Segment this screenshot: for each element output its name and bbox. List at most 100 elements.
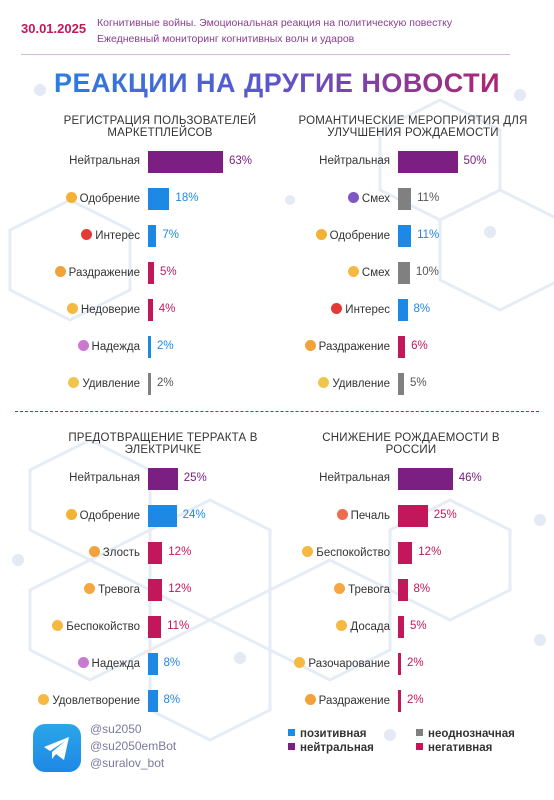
link-su2050embot[interactable]: @su2050emBot bbox=[90, 739, 177, 753]
main-title: РЕАКЦИИ НА ДРУГИЕ НОВОСТИ bbox=[0, 68, 554, 99]
bar-label: Разочарование bbox=[0, 657, 390, 670]
bar-value-label: 63% bbox=[229, 155, 253, 167]
bar-value-label: 2% bbox=[407, 657, 424, 669]
bar bbox=[148, 336, 151, 358]
category-text: Раздражение bbox=[318, 695, 390, 707]
category-text: Удивление bbox=[82, 378, 140, 390]
astonished-face-icon bbox=[318, 377, 330, 388]
bar bbox=[398, 262, 410, 284]
bar-value-label: 12% bbox=[168, 583, 192, 595]
bar bbox=[148, 468, 178, 490]
header-divider bbox=[21, 54, 510, 55]
anxious-face-icon bbox=[334, 583, 346, 594]
header: 30.01.2025 Когнитивные войны. Эмоциональ… bbox=[0, 0, 554, 56]
bar-value-label: 25% bbox=[183, 472, 207, 484]
category-text: Интерес bbox=[95, 230, 140, 242]
bar-label: Интерес bbox=[0, 303, 390, 316]
bar-value-label: 18% bbox=[175, 192, 199, 204]
bar bbox=[398, 299, 408, 321]
legend-swatch bbox=[416, 729, 423, 736]
bar-label: Смех bbox=[0, 266, 390, 279]
angry-face-icon bbox=[88, 546, 100, 557]
bar bbox=[148, 616, 162, 638]
laughing-face-icon bbox=[347, 266, 359, 277]
angry-face-icon bbox=[54, 266, 66, 277]
praying-hands-icon bbox=[77, 340, 89, 351]
bar-value-label: 10% bbox=[415, 266, 439, 278]
bar bbox=[148, 505, 177, 527]
bar-value-label: 11% bbox=[167, 620, 190, 632]
bar bbox=[148, 188, 170, 210]
worried-face-icon bbox=[66, 303, 78, 314]
category-text: Смех bbox=[361, 193, 390, 205]
bar bbox=[148, 151, 223, 173]
bar-label: Удивление bbox=[0, 377, 390, 390]
category-text: Нейтральная bbox=[69, 472, 140, 484]
exclamation-question-icon bbox=[331, 303, 343, 314]
category-text: Смех bbox=[361, 267, 390, 279]
panel-title-2: РОМАНТИЧЕСКИЕ МЕРОПРИЯТИЯ ДЛЯ УЛУЧШЕНИЯ … bbox=[298, 115, 528, 139]
bar-label: Нейтральная bbox=[0, 472, 140, 484]
sad-face-icon bbox=[336, 509, 348, 520]
bar-value-label: 25% bbox=[433, 509, 457, 521]
bar-value-label: 5% bbox=[409, 377, 427, 389]
anxious-face-icon bbox=[84, 583, 96, 594]
bar-value-label: 8% bbox=[163, 694, 181, 706]
bar-label: Нейтральная bbox=[0, 155, 390, 167]
link-su2050[interactable]: @su2050 bbox=[90, 722, 142, 736]
smiling-face-icon bbox=[38, 694, 50, 705]
bar-value-label: 8% bbox=[413, 583, 431, 595]
bar bbox=[148, 373, 151, 395]
bar bbox=[398, 690, 401, 712]
bar-label: Беспокойство bbox=[0, 546, 390, 559]
bar bbox=[148, 690, 158, 712]
category-text: Злость bbox=[102, 547, 140, 559]
bar-value-label: 6% bbox=[411, 340, 428, 352]
disappointed-face-icon bbox=[336, 620, 348, 631]
bar bbox=[148, 579, 163, 601]
bar-label: Одобрение bbox=[0, 192, 140, 205]
legend-neutral: нейтральная bbox=[288, 742, 374, 754]
bar bbox=[148, 262, 154, 284]
category-text: Нейтральная bbox=[319, 472, 390, 484]
category-text: Надежда bbox=[91, 658, 140, 670]
category-text: Удивление bbox=[332, 378, 390, 390]
bar-label: Нейтральная bbox=[0, 155, 140, 167]
category-text: Нейтральная bbox=[319, 155, 390, 167]
astonished-face-icon bbox=[68, 377, 80, 388]
legend-swatch bbox=[288, 743, 295, 750]
bar-value-label: 8% bbox=[413, 303, 431, 315]
bar bbox=[398, 505, 428, 527]
handshake-icon bbox=[315, 229, 327, 240]
bar bbox=[398, 151, 458, 173]
legend-positive: позитивная bbox=[288, 728, 366, 740]
category-text: Досада bbox=[350, 621, 390, 633]
bar-label: Одобрение bbox=[0, 509, 140, 522]
category-text: Недоверие bbox=[80, 304, 140, 316]
bar-label: Удивление bbox=[0, 377, 140, 390]
bar-value-label: 5% bbox=[159, 266, 177, 278]
bar-label: Досада bbox=[0, 620, 390, 633]
bar-value-label: 11% bbox=[417, 192, 440, 204]
handshake-icon bbox=[65, 192, 77, 203]
category-text: Печаль bbox=[350, 510, 390, 522]
bar bbox=[398, 653, 401, 675]
bar-value-label: 2% bbox=[157, 340, 174, 352]
worried-face-icon bbox=[52, 620, 64, 631]
bar bbox=[398, 616, 404, 638]
channel-links: @su2050 @su2050emBot @suralov_bot bbox=[90, 721, 176, 772]
link-suralov-bot[interactable]: @suralov_bot bbox=[90, 756, 165, 770]
report-date: 30.01.2025 bbox=[21, 21, 87, 36]
bar-label: Надежда bbox=[0, 657, 140, 670]
worried-face-icon bbox=[302, 546, 314, 557]
bar-value-label: 7% bbox=[162, 229, 179, 241]
bar bbox=[398, 542, 413, 564]
bar bbox=[148, 299, 153, 321]
category-text: Беспокойство bbox=[66, 621, 140, 633]
category-text: Нейтральная bbox=[69, 155, 140, 167]
bar bbox=[148, 653, 158, 675]
panel-title-1: РЕГИСТРАЦИЯ ПОЛЬЗОВАТЕЛЕЙ МАРКЕТПЛЕЙСОВ bbox=[63, 115, 257, 139]
panel-title-3: ПРЕДОТВРАЩЕНИЕ ТЕРРАКТА В ЭЛЕКТРИЧКЕ bbox=[68, 432, 258, 456]
subtitle-line-1: Когнитивные войны. Эмоциональная реакция… bbox=[97, 17, 453, 29]
